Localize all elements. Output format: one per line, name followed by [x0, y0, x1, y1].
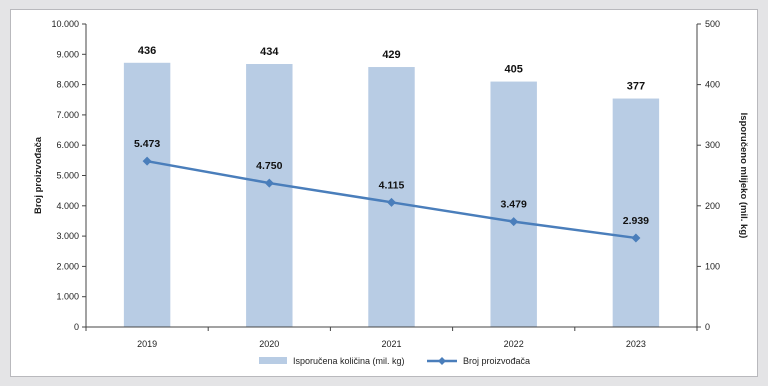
line-point: [387, 197, 396, 207]
right-tick-label: 300: [705, 140, 720, 150]
line-point: [264, 178, 274, 188]
legend-bar-label: Isporučena količina (mil. kg): [293, 356, 405, 366]
bar-value-label: 436: [138, 45, 156, 57]
axes: [85, 24, 698, 328]
bar-data-labels: 436 434 429 405 377: [138, 45, 645, 93]
right-tick-label: 500: [705, 19, 720, 29]
legend-line-marker: [438, 357, 446, 365]
left-tick-label: 8.000: [56, 80, 79, 90]
left-tick-label: 6.000: [56, 140, 79, 150]
left-tick-label: 5.000: [56, 171, 79, 181]
left-tick-label: 7.000: [56, 110, 79, 120]
line-point: [142, 156, 152, 166]
x-tick-label: 2020: [259, 339, 279, 349]
line-value-label: 3.479: [501, 199, 527, 211]
bar-value-label: 434: [260, 46, 279, 58]
bar-series: [123, 62, 660, 328]
right-tick-label: 200: [705, 201, 720, 211]
line-series: [142, 156, 641, 243]
left-tick-label: 2.000: [56, 261, 79, 271]
right-axis-ticks: 0 100 200 300 400 500: [697, 19, 720, 332]
right-tick-label: 0: [705, 322, 710, 332]
line-value-label: 5.473: [134, 138, 160, 150]
left-tick-label: 4.000: [56, 201, 79, 211]
x-axis-ticks: 2019 2020 2021 2022 2023: [85, 327, 698, 349]
bar: [246, 63, 293, 327]
left-tick-label: 10.000: [51, 19, 79, 29]
x-tick-label: 2022: [504, 339, 524, 349]
left-axis-ticks: 0 1.000 2.000 3.000 4.000 5.000 6.000 7.000 8.00…: [51, 19, 86, 332]
right-axis-title: Isporučeno mlijeko (mil. kg): [738, 113, 749, 239]
axis-titles: Broj proizvođača Isporučeno mlijeko (mil.…: [33, 113, 749, 239]
line-value-label: 4.115: [379, 179, 405, 191]
right-tick-label: 400: [705, 80, 720, 90]
bar-value-label: 377: [627, 81, 645, 93]
line-value-label: 4.750: [256, 160, 282, 172]
line-point: [631, 233, 641, 243]
left-tick-label: 3.000: [56, 231, 79, 241]
left-tick-label: 9.000: [56, 49, 79, 59]
chart-frame: 0 1.000 2.000 3.000 4.000 5.000 6.000 7.000 8.00…: [10, 9, 758, 377]
bar: [612, 98, 660, 328]
legend-bar-swatch: [259, 357, 287, 364]
bar-value-label: 429: [382, 49, 400, 61]
right-tick-label: 100: [705, 261, 720, 271]
combo-chart: 0 1.000 2.000 3.000 4.000 5.000 6.000 7.000 8.00…: [33, 19, 749, 366]
legend: Isporučena količina (mil. kg) Broj proizv…: [259, 356, 530, 366]
left-tick-label: 0: [74, 322, 79, 332]
x-tick-label: 2023: [626, 339, 646, 349]
bar-value-label: 405: [505, 64, 523, 76]
legend-line-label: Broj proizvođača: [463, 356, 530, 366]
line-value-label: 2.939: [623, 215, 649, 227]
x-tick-label: 2019: [137, 339, 157, 349]
bar: [368, 67, 415, 327]
bar: [123, 62, 171, 328]
bar: [490, 81, 537, 327]
x-tick-label: 2021: [381, 339, 401, 349]
left-axis-title: Broj proizvođača: [33, 136, 44, 214]
left-tick-label: 1.000: [56, 292, 79, 302]
line-data-labels: 5.473 4.750 4.115 3.479 2.939: [134, 138, 649, 227]
line-point: [509, 217, 519, 227]
